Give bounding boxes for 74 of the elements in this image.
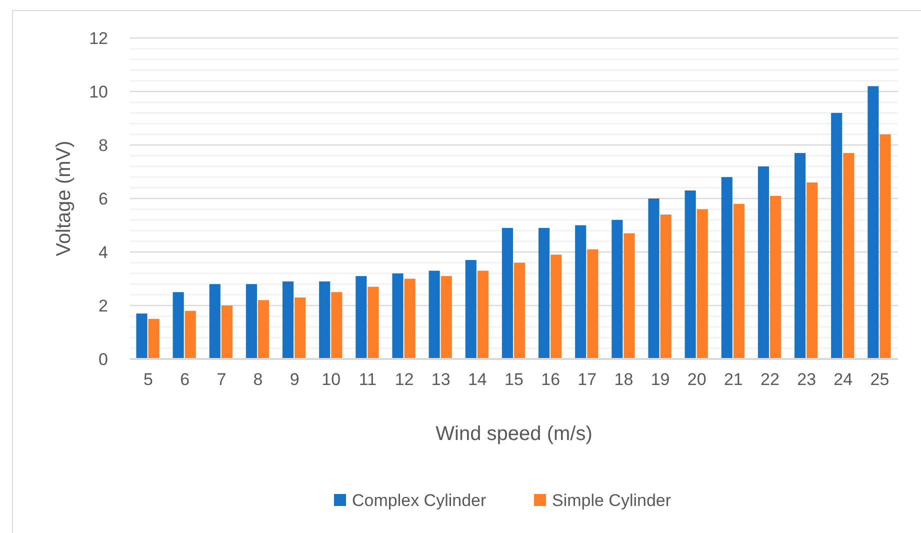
bar [550,254,562,359]
x-tick-label: 9 [290,370,300,389]
bar [624,233,635,359]
legend-label: Simple Cylinder [552,490,672,510]
bar [721,177,732,359]
x-tick-label: 18 [614,370,634,389]
y-tick-label: 4 [98,242,108,262]
bar [806,182,818,359]
bar [514,262,526,359]
bar [392,273,404,359]
bar [221,306,232,359]
bar [356,276,367,359]
y-tick-label: 0 [98,350,108,369]
bar [136,314,148,359]
bar [465,260,476,359]
x-tick-label: 21 [724,370,743,389]
x-tick-label: 24 [834,370,853,389]
x-axis-title: Wind speed (m/s) [436,423,592,445]
y-axis-title: Voltage (mV) [53,140,75,256]
legend-label: Complex Cylinder [352,490,486,510]
bar [184,310,196,359]
x-tick-label: 7 [216,370,226,389]
y-tick-label: 2 [98,296,108,316]
bar [843,153,854,359]
bar [794,153,806,359]
bar [612,220,623,359]
x-tick-label: 25 [870,370,890,389]
bar [587,249,598,359]
x-tick-label: 20 [687,370,706,389]
bar [575,225,586,359]
x-tick-label: 10 [322,370,341,389]
x-tick-label: 19 [650,370,670,389]
bar [477,270,488,359]
x-tick-label: 11 [358,370,377,389]
bar [660,214,672,359]
x-tick-label: 5 [144,370,154,389]
bar [148,318,160,359]
bar [404,278,416,359]
x-tick-label: 8 [253,370,263,389]
bar [319,281,330,359]
bar [258,300,270,359]
bar [770,196,782,359]
bar [538,228,550,359]
bar [648,198,660,359]
bar [502,228,513,359]
bar [868,86,879,359]
bar [758,166,769,359]
bar [696,209,708,359]
bar [282,281,294,359]
x-tick-label: 6 [180,370,190,389]
x-tick-label: 14 [468,370,487,389]
bar [172,292,184,359]
bar [294,297,306,359]
x-tick-label: 12 [394,370,414,389]
y-tick-label: 10 [89,82,108,102]
x-tick-label: 22 [760,370,780,389]
bar [246,284,257,359]
x-tick-label: 13 [431,370,450,389]
x-tick-label: 17 [578,370,597,389]
bar [880,134,891,359]
bar [684,190,696,359]
bar [831,112,842,359]
bar [440,276,452,359]
bar [733,204,744,359]
bar [209,284,220,359]
y-tick-label: 6 [98,189,108,208]
x-tick-label: 16 [541,370,560,389]
bar [368,286,379,359]
y-tick-label: 8 [98,136,108,155]
bar [428,270,440,359]
x-tick-label: 15 [504,370,524,389]
x-tick-label: 23 [797,370,816,389]
bar [331,292,342,359]
y-tick-label: 12 [89,28,108,48]
